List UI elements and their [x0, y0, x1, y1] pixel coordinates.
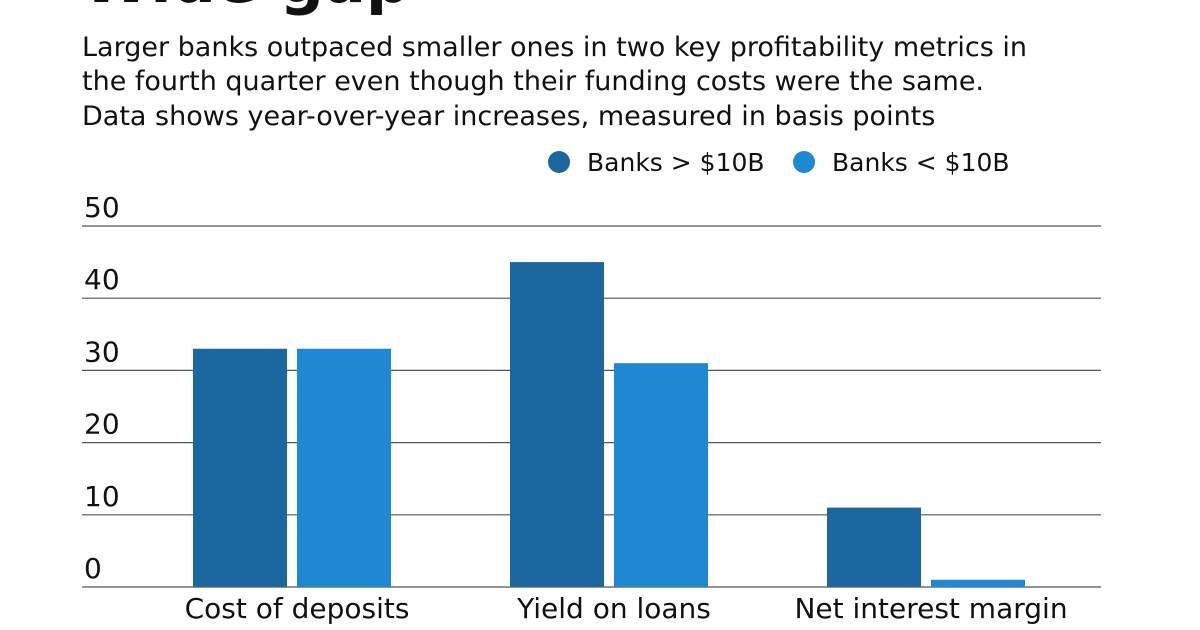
bar [510, 262, 604, 587]
y-tick-label: 20 [84, 408, 120, 441]
x-tick-label: Yield on loans [516, 592, 711, 625]
legend-swatch [793, 151, 815, 173]
x-tick-label: Cost of deposits [185, 592, 410, 625]
chart-title: Wide gap [82, 0, 410, 17]
legend-label: Banks < $10B [832, 148, 1010, 177]
bar [931, 579, 1025, 587]
chart-subtitle: Data shows year-over-year increases, mea… [82, 101, 935, 132]
legend-swatch [548, 151, 570, 173]
x-tick-label: Net interest margin [794, 592, 1067, 625]
bar [614, 363, 708, 587]
chart-subtitle: Larger banks outpaced smaller ones in tw… [82, 32, 1027, 63]
y-tick-label: 10 [84, 480, 120, 513]
chart-subtitle: the fourth quarter even though their fun… [82, 66, 984, 97]
bar [193, 348, 287, 587]
legend-label: Banks > $10B [587, 148, 765, 177]
y-tick-label: 40 [84, 263, 120, 296]
y-tick-label: 50 [84, 191, 120, 224]
bar [827, 507, 921, 587]
y-tick-label: 0 [84, 552, 102, 585]
y-tick-label: 30 [84, 335, 120, 368]
bar [297, 348, 391, 587]
